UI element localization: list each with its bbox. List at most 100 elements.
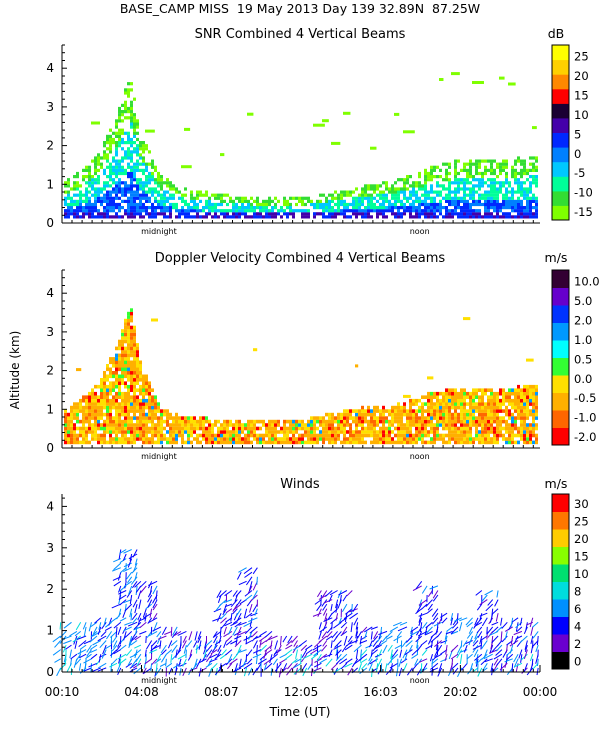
doppler-cell — [394, 416, 397, 420]
wind-barb — [124, 631, 133, 638]
doppler-cell — [409, 409, 412, 413]
wind-barb — [519, 635, 528, 643]
snr-cell — [88, 168, 91, 172]
doppler-cell — [277, 437, 280, 441]
doppler-cell — [304, 430, 307, 434]
snr-cell — [355, 212, 358, 216]
doppler-cell — [142, 440, 145, 445]
doppler-cell — [358, 423, 361, 427]
snr-cell — [418, 175, 421, 179]
doppler-cell — [106, 402, 109, 406]
wind-barb — [532, 631, 539, 639]
doppler-cell — [187, 437, 190, 441]
snr-cell — [454, 206, 457, 210]
snr-cell — [97, 196, 100, 200]
doppler-cell — [88, 412, 91, 417]
snr-cell — [517, 206, 520, 210]
snr-cell — [328, 199, 331, 203]
wind-barb — [450, 644, 459, 653]
snr-cell — [178, 196, 181, 200]
doppler-cell — [157, 405, 160, 410]
wind-barb — [189, 649, 193, 657]
doppler-units: m/s — [545, 250, 568, 265]
doppler-cell — [211, 437, 214, 441]
snr-cell — [265, 202, 268, 207]
doppler-cell — [157, 423, 160, 427]
snr-cell — [139, 147, 142, 151]
doppler-cell — [235, 426, 238, 431]
doppler-cell — [304, 423, 307, 427]
y-tick-label: 3 — [46, 100, 54, 114]
snr-cell — [478, 193, 481, 197]
wind-barb — [312, 612, 322, 617]
doppler-cell — [100, 433, 103, 438]
doppler-cell — [142, 384, 145, 389]
doppler-cell — [127, 350, 130, 354]
snr-cell — [352, 212, 355, 216]
doppler-cell — [298, 433, 301, 438]
doppler-cell — [379, 409, 382, 413]
snr-cell — [478, 178, 481, 182]
snr-cell — [403, 130, 415, 134]
snr-cell — [454, 181, 457, 185]
snr-cell — [328, 209, 331, 213]
snr-cell — [340, 212, 343, 216]
snr-cell — [259, 209, 262, 213]
wind-barb — [152, 585, 158, 595]
doppler-cell — [103, 378, 106, 382]
snr-cell — [67, 212, 70, 216]
snr-cell — [100, 156, 103, 160]
doppler-cell — [106, 440, 109, 445]
doppler-cell — [328, 440, 331, 445]
doppler-cell — [328, 423, 331, 427]
doppler-cell — [385, 409, 388, 413]
doppler-cell — [436, 398, 439, 403]
wind-barb — [416, 640, 419, 649]
snr-cell — [325, 196, 328, 200]
snr-cell — [130, 100, 133, 104]
wind-barb — [454, 617, 463, 622]
snr-cell — [496, 187, 499, 191]
snr-cell — [106, 199, 109, 203]
wind-barb — [529, 654, 534, 662]
doppler-cell — [295, 423, 298, 427]
doppler-cell — [451, 395, 454, 399]
doppler-cell — [133, 412, 136, 417]
doppler-cell — [508, 409, 511, 413]
doppler-cell — [112, 430, 115, 434]
wind-barb — [223, 630, 233, 638]
snr-cell — [85, 181, 88, 185]
doppler-cell — [352, 416, 355, 420]
snr-cell — [448, 215, 451, 219]
wind-barb — [430, 635, 439, 643]
snr-cell — [496, 196, 499, 200]
snr-cell — [238, 209, 241, 213]
wind-barb — [130, 576, 138, 585]
wind-barb — [500, 631, 503, 641]
snr-cell — [424, 209, 427, 213]
snr-cell — [391, 209, 394, 213]
doppler-cell — [268, 419, 271, 424]
snr-cell — [115, 181, 118, 185]
doppler-cell — [73, 426, 76, 431]
snr-cell — [142, 144, 145, 148]
doppler-cell — [376, 440, 379, 445]
doppler-cell — [508, 437, 511, 441]
wind-barb — [219, 626, 222, 637]
snr-cell — [283, 209, 286, 213]
doppler-cell — [439, 423, 442, 427]
doppler-cell — [517, 398, 520, 403]
wind-barb — [134, 644, 142, 649]
wind-barb — [159, 662, 167, 667]
snr-cell — [262, 199, 265, 203]
doppler-cell — [127, 315, 130, 319]
snr-cell — [67, 181, 70, 185]
wind-barb — [156, 653, 162, 662]
wind-barb — [135, 585, 138, 596]
doppler-cell — [109, 367, 112, 372]
doppler-cell — [127, 416, 130, 420]
doppler-cell — [88, 402, 91, 406]
snr-cell — [502, 184, 505, 188]
snr-cell — [373, 202, 376, 207]
snr-cell — [424, 187, 427, 191]
